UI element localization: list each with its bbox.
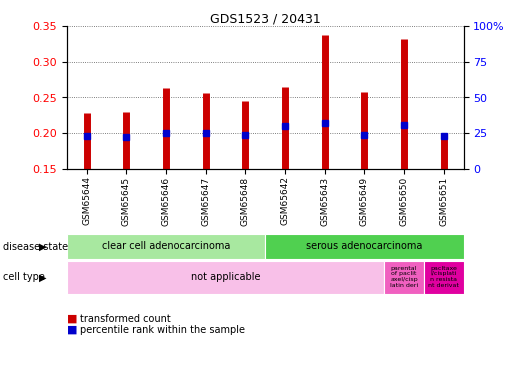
Text: disease state: disease state: [3, 242, 67, 252]
Text: parental
of paclit
axel/cisp
latin deri: parental of paclit axel/cisp latin deri: [390, 266, 418, 288]
Bar: [67, 234, 265, 259]
Text: not applicable: not applicable: [191, 272, 260, 282]
Text: serous adenocarcinoma: serous adenocarcinoma: [306, 241, 422, 251]
Bar: [67, 261, 384, 294]
Text: clear cell adenocarcinoma: clear cell adenocarcinoma: [102, 241, 230, 251]
Text: cell type: cell type: [3, 273, 44, 282]
Bar: [384, 261, 424, 294]
Text: ▶: ▶: [39, 242, 46, 252]
Title: GDS1523 / 20431: GDS1523 / 20431: [210, 12, 321, 25]
Text: ▶: ▶: [39, 273, 46, 282]
Text: ■: ■: [67, 314, 77, 324]
Bar: [265, 234, 464, 259]
Text: pacltaxe
l/cisplati
n resista
nt derivat: pacltaxe l/cisplati n resista nt derivat: [428, 266, 459, 288]
Text: percentile rank within the sample: percentile rank within the sample: [80, 325, 245, 335]
Text: transformed count: transformed count: [80, 314, 170, 324]
Text: ■: ■: [67, 325, 77, 335]
Bar: [424, 261, 464, 294]
